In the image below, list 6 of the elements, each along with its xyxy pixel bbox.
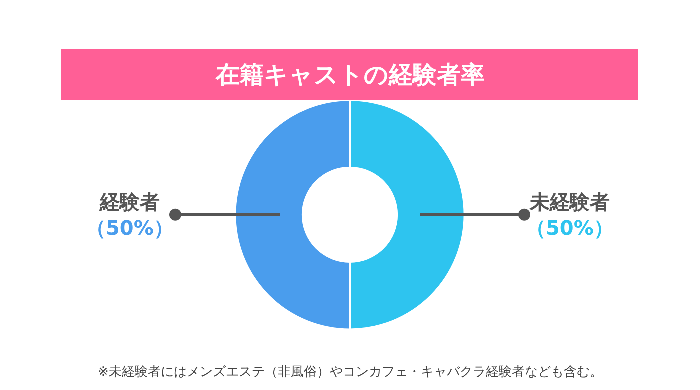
chart-title: 在籍キャストの経験者率	[215, 61, 485, 89]
text: ※未経験者にはメンズエステ（非風俗）やコンカフェ・キャバクラ経験者なども含む。	[98, 365, 603, 380]
slice-label: 経験者	[98, 190, 160, 214]
data-label: （50%）	[526, 216, 614, 240]
slice-label: 未経験者	[528, 190, 610, 214]
data-label: （50%）	[86, 216, 174, 240]
